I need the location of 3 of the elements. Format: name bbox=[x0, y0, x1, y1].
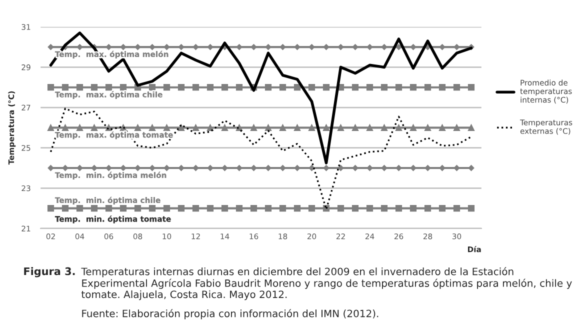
source-note: Fuente: Elaboración propia con información del IMN (2012). bbox=[82, 309, 378, 320]
text: Figura 3. bbox=[24, 267, 75, 278]
text: Temperaturas internas diurnas en diciembre del 2009 en el invernadero de la Estación Experimental Agrícola Fabio Baudrit Moreno y rango de temperaturas óptimas para melón, chile y tomate. Alajuela, Costa Rica. Mayo 2012. bbox=[81, 267, 572, 300]
